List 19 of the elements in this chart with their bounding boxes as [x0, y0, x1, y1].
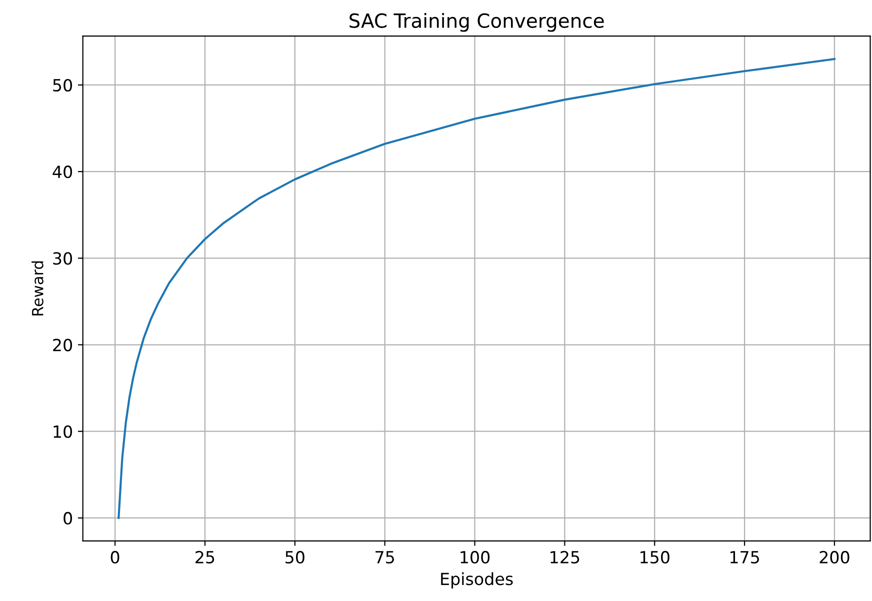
x-axis-title: Episodes [441, 572, 513, 588]
x-tick-label: 50 [286, 550, 304, 564]
y-tick-label: 10 [54, 425, 72, 438]
x-tick-label: 0 [110, 550, 120, 564]
x-tick-label: 75 [376, 551, 394, 564]
y-tick-label: 50 [53, 78, 72, 92]
y-tick-label: 40 [52, 166, 72, 178]
x-tick-label: 150 [640, 550, 670, 564]
line-series [118, 58, 836, 519]
y-tick-label: 20 [53, 338, 72, 352]
x-tick-label: 175 [730, 551, 759, 564]
x-tick-label: 100 [460, 550, 490, 564]
x-tick-label: 25 [196, 550, 214, 564]
y-tick-label: 30 [53, 252, 72, 265]
y-axis-title: Reward [32, 261, 44, 316]
x-tick-label: 125 [550, 550, 580, 564]
chart-title: SAC Training Convergence [350, 12, 604, 32]
x-tick-label: 200 [820, 550, 850, 564]
y-tick-label: 0 [64, 512, 72, 525]
